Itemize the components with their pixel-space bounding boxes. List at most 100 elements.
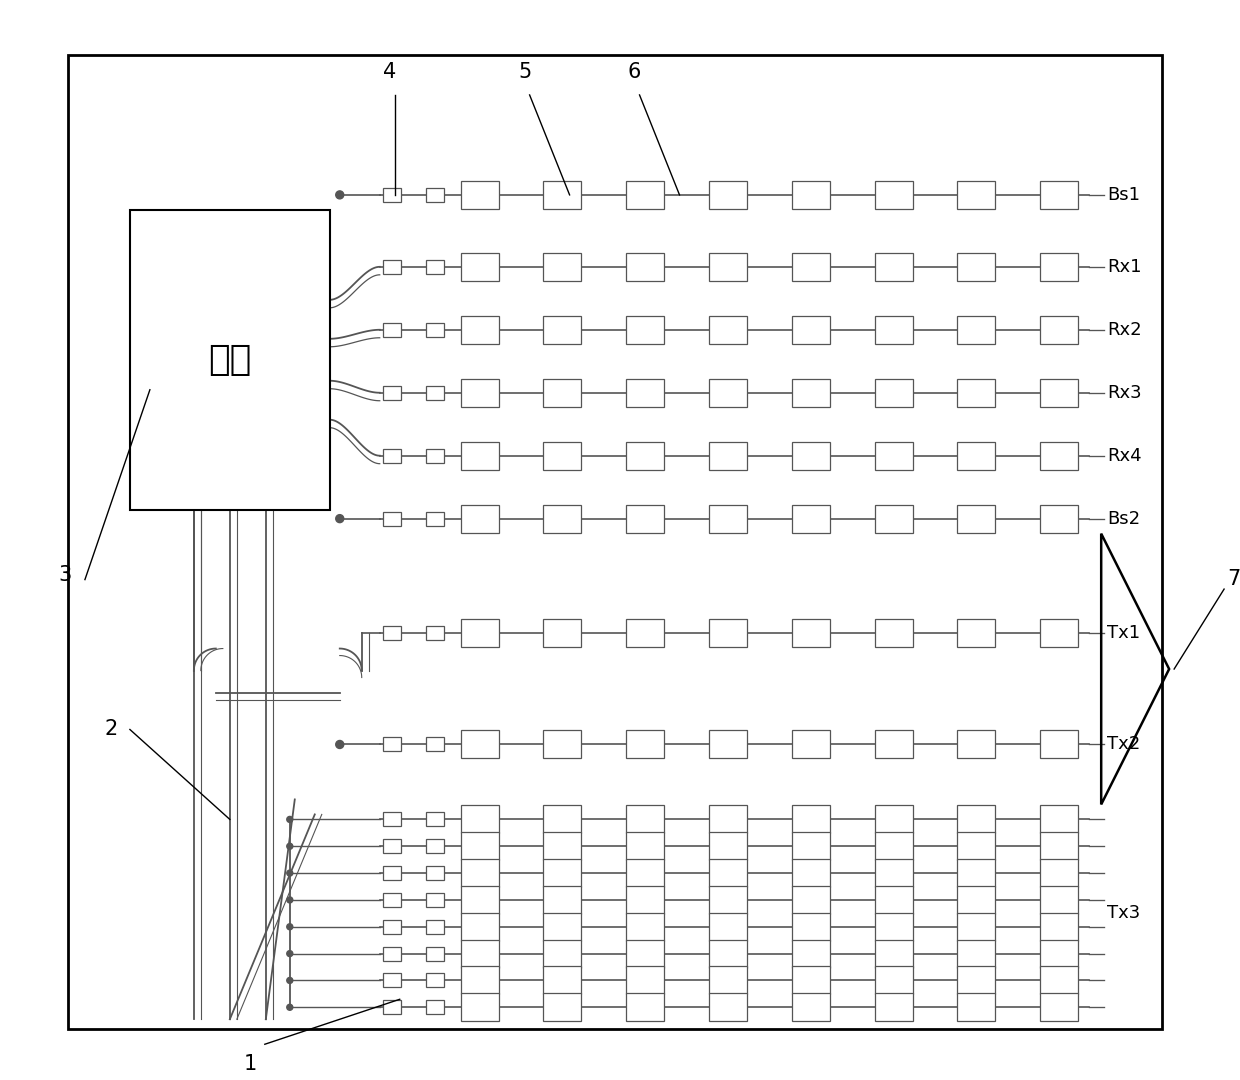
Bar xyxy=(461,967,498,995)
Bar xyxy=(709,253,746,281)
Bar xyxy=(383,812,401,826)
Bar xyxy=(957,619,996,647)
Bar xyxy=(874,253,913,281)
Bar xyxy=(1040,886,1079,914)
Bar xyxy=(543,859,582,887)
Bar xyxy=(383,260,401,274)
Bar xyxy=(874,504,913,532)
Circle shape xyxy=(336,191,343,199)
Bar xyxy=(709,315,746,343)
Bar xyxy=(874,967,913,995)
Bar xyxy=(543,994,582,1022)
Bar xyxy=(874,859,913,887)
Bar xyxy=(792,253,830,281)
Bar xyxy=(461,994,498,1022)
Text: Rx4: Rx4 xyxy=(1107,447,1142,464)
Bar xyxy=(461,619,498,647)
Bar xyxy=(957,913,996,941)
Bar xyxy=(874,379,913,407)
Circle shape xyxy=(336,741,343,748)
Bar xyxy=(874,806,913,834)
Bar xyxy=(383,973,401,987)
Bar xyxy=(709,180,746,208)
Bar xyxy=(383,512,401,526)
Bar xyxy=(792,940,830,968)
Circle shape xyxy=(286,923,293,930)
Bar xyxy=(543,379,582,407)
Bar xyxy=(383,386,401,400)
Bar xyxy=(792,886,830,914)
Bar xyxy=(1040,180,1079,208)
Bar xyxy=(1040,967,1079,995)
Text: Rx2: Rx2 xyxy=(1107,321,1142,339)
Bar xyxy=(957,253,996,281)
Bar xyxy=(709,886,746,914)
Bar xyxy=(957,967,996,995)
Bar xyxy=(626,379,665,407)
Bar xyxy=(425,625,444,639)
Bar xyxy=(957,994,996,1022)
Text: Rx1: Rx1 xyxy=(1107,258,1142,275)
Bar xyxy=(957,315,996,343)
Bar xyxy=(874,315,913,343)
Bar xyxy=(792,913,830,941)
Bar xyxy=(626,833,665,861)
Bar xyxy=(1040,806,1079,834)
Bar xyxy=(709,833,746,861)
Bar xyxy=(425,188,444,202)
Bar xyxy=(425,946,444,960)
Text: 2: 2 xyxy=(104,719,118,740)
Bar xyxy=(543,180,582,208)
Bar xyxy=(792,315,830,343)
Bar xyxy=(543,913,582,941)
Bar xyxy=(957,442,996,470)
Bar xyxy=(543,504,582,532)
Bar xyxy=(425,812,444,826)
Bar xyxy=(1040,994,1079,1022)
Bar xyxy=(709,806,746,834)
Bar xyxy=(543,442,582,470)
Bar xyxy=(425,893,444,907)
Bar xyxy=(461,379,498,407)
Bar xyxy=(383,866,401,880)
Bar xyxy=(1040,442,1079,470)
Bar xyxy=(709,967,746,995)
Bar xyxy=(792,833,830,861)
Bar xyxy=(543,940,582,968)
Bar xyxy=(709,442,746,470)
Bar xyxy=(68,55,1162,1029)
Bar xyxy=(626,806,665,834)
Bar xyxy=(626,730,665,758)
Bar xyxy=(461,859,498,887)
Bar xyxy=(874,913,913,941)
Bar xyxy=(626,180,665,208)
Bar xyxy=(425,448,444,462)
Bar xyxy=(543,806,582,834)
Bar xyxy=(1040,833,1079,861)
Bar xyxy=(709,859,746,887)
Bar xyxy=(792,806,830,834)
Bar xyxy=(626,940,665,968)
Bar xyxy=(709,504,746,532)
Bar xyxy=(874,180,913,208)
Text: Tx3: Tx3 xyxy=(1107,904,1141,922)
Bar xyxy=(709,940,746,968)
Text: 3: 3 xyxy=(58,565,72,584)
Bar xyxy=(383,893,401,907)
Text: Bs2: Bs2 xyxy=(1107,510,1141,528)
Text: 4: 4 xyxy=(383,62,397,82)
Bar xyxy=(626,253,665,281)
Bar xyxy=(1040,940,1079,968)
Bar xyxy=(461,730,498,758)
Bar xyxy=(957,833,996,861)
Bar xyxy=(626,886,665,914)
Bar xyxy=(1040,379,1079,407)
Bar xyxy=(709,619,746,647)
Bar xyxy=(874,833,913,861)
Bar xyxy=(461,913,498,941)
Bar xyxy=(957,940,996,968)
Circle shape xyxy=(286,1004,293,1010)
Text: Tx2: Tx2 xyxy=(1107,735,1141,754)
Bar xyxy=(957,730,996,758)
Bar xyxy=(461,886,498,914)
